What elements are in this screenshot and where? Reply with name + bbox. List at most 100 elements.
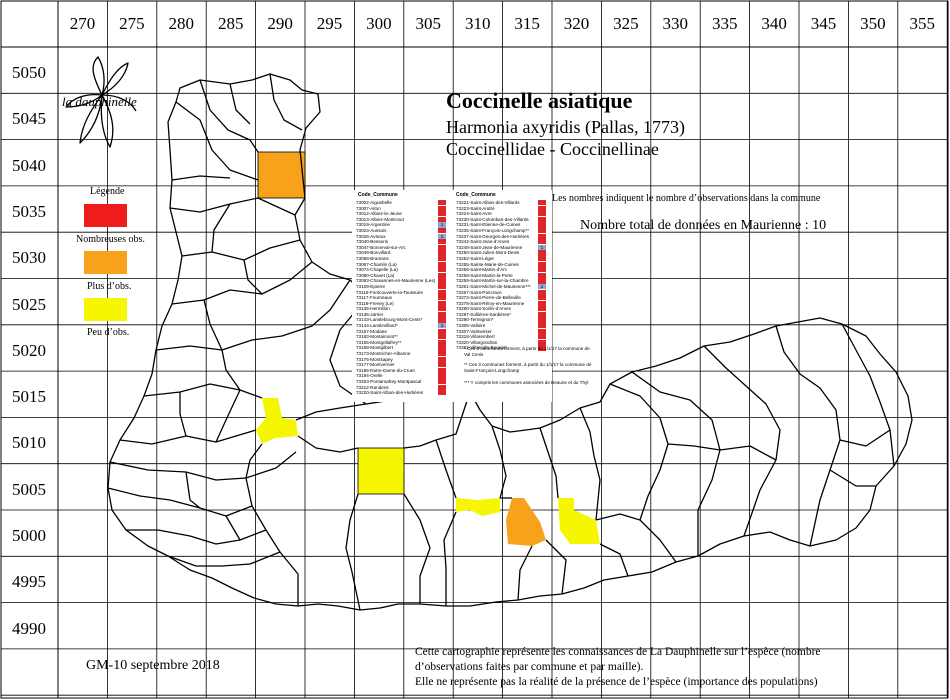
commune-name: 73252-Saint-Léger — [456, 255, 495, 261]
observation-count — [438, 379, 446, 385]
observation-count — [538, 216, 546, 222]
y-label: 5025 — [12, 294, 46, 314]
table-row: 73230-Saint-Colomban-des-Villards — [456, 216, 552, 223]
commune-name: 73290-Termignon* — [456, 317, 494, 323]
table-row: 73083-Chavannes-en-Maurienne (Les) — [356, 278, 452, 284]
commune-name: 73168-Montgilbert — [356, 345, 394, 351]
table-row: 73235-Saint-François-Longchamp** — [456, 227, 552, 234]
table-row: 73177-Montvernier — [356, 362, 452, 368]
observation-count — [438, 311, 446, 318]
square-yellow-5005a — [456, 498, 500, 516]
x-label: 325 — [613, 14, 639, 33]
table-row: 73250-Saint-Julien-Mont-Denis — [456, 250, 552, 256]
observation-count — [438, 384, 446, 390]
commune-name: 73049-Bonvillard — [356, 250, 391, 256]
commune-name: 73175-Montsapey — [356, 356, 393, 362]
table-row: 73221-Saint-Alban-des-Villards — [456, 200, 552, 206]
table-row: 73212-Randens — [356, 384, 452, 391]
map-title: Coccinelle asiatique — [446, 88, 633, 113]
y-label: 5005 — [12, 479, 46, 499]
table-row: 73012-Albiez-le-Jeune — [356, 211, 452, 217]
table-row: 73223-Saint-André — [456, 205, 552, 212]
commune-name: 73256-Saint-Martin-d’Arc — [456, 267, 508, 273]
commune-name: 73237-Saint-Georges-des-Hurtières — [456, 233, 530, 239]
commune-name: 73259-Saint-Martin-sur-la-Chambre — [456, 278, 529, 284]
observation-count — [538, 267, 546, 273]
observation-count — [538, 339, 546, 346]
observation-count — [538, 255, 546, 262]
dauphinelle-logo — [65, 56, 137, 148]
x-label: 285 — [217, 14, 244, 33]
table-row: 73023-Aussois — [356, 227, 452, 234]
commune-name: 73047-Bonneval-sur-Arc — [356, 244, 406, 250]
observation-count: 1 — [438, 323, 446, 329]
table-header-left: Code_Commune — [358, 192, 398, 198]
observation-count — [438, 272, 446, 278]
commune-name: 73026-Avrieux — [356, 233, 386, 239]
commune-name: 73261-Saint-Michel-de-Maurienne*** — [456, 283, 531, 289]
observation-count: 1 — [438, 233, 446, 239]
table-row: 73019-Argentine 1 — [356, 222, 452, 228]
x-label: 355 — [909, 14, 936, 33]
commune-name: 73165-Montgellafrey** — [356, 339, 402, 345]
table-row: 73163-Montaimont** — [356, 334, 452, 340]
commune-name: 73074-Chapelle (La) — [356, 267, 398, 273]
commune-name: 73255-Sainte-Marie-de-Cuines — [456, 261, 519, 267]
observation-count — [438, 328, 446, 334]
commune-name: 73221-Saint-Alban-des-Villards — [456, 200, 520, 205]
square-orange-5040 — [258, 152, 305, 198]
x-label: 310 — [464, 14, 491, 33]
table-row: 73067-Chamlin (La) — [356, 261, 452, 268]
commune-name: 73258-Saint-Martin-la-Porte — [456, 272, 513, 278]
table-row: 73318-Villarembert — [456, 334, 552, 340]
y-label: 5030 — [12, 248, 46, 268]
observation-count — [438, 283, 446, 290]
observation-count — [438, 267, 446, 273]
y-label: 4995 — [12, 572, 46, 592]
observation-count — [538, 278, 546, 284]
x-label: 290 — [267, 14, 293, 33]
commune-name: 73116-Fontcouverte-la-Toussuire — [356, 289, 424, 295]
commune-name: 73040-Bessans — [356, 239, 388, 245]
table-row: 73144-Lanslevillard* 1 — [356, 323, 452, 329]
commune-name: 73109-Epierre — [356, 283, 386, 289]
table-row: 73307-Valmeinier — [456, 328, 552, 335]
table-row: 73026-Avrieux 1 — [356, 233, 452, 240]
commune-name: 73278-Saint-Rémy-en-Maurienne — [456, 300, 525, 306]
table-footnote-2: ** Ces 3 communes forment, à partir du 1… — [464, 362, 592, 373]
x-label: 275 — [119, 14, 145, 33]
table-row: 73116-Fontcouverte-la-Toussuire — [356, 289, 452, 296]
y-label: 5000 — [12, 526, 46, 545]
table-row: 73267-Saint-Pancrace — [456, 289, 552, 296]
observation-count: 1 — [538, 244, 546, 250]
square-yellow-5015 — [256, 398, 298, 444]
table-row: 73258-Saint-Martin-la-Porte — [456, 272, 552, 279]
y-label: 5040 — [12, 155, 46, 175]
observation-count — [538, 328, 546, 334]
observation-count — [438, 345, 446, 351]
commune-name: 73272-Saint-Pierre-de-Belleville — [456, 295, 521, 301]
commune-name: 73223-Saint-André — [456, 205, 495, 211]
commune-name: 73173-Montricher-Albanne — [356, 351, 411, 357]
x-label: 350 — [860, 14, 886, 33]
table-row: 73074-Chapelle (La) — [356, 267, 452, 273]
table-header-right: Code_Commune — [456, 192, 496, 198]
disclaimer-line-1: Cette cartographie représente les connai… — [415, 646, 821, 658]
commune-name: 73002-Aiguebelle — [356, 200, 392, 205]
observation-count — [538, 345, 546, 351]
observation-count — [538, 261, 546, 267]
table-row: 73272-Saint-Pierre-de-Belleville — [456, 295, 552, 301]
table-row: 73287-Sollières-Sardières* — [456, 311, 552, 318]
commune-name: 73019-Argentine — [356, 222, 390, 228]
x-label: 320 — [563, 14, 590, 33]
commune-name: 73163-Montaimont** — [356, 334, 398, 340]
square-yellow-5010 — [358, 448, 404, 494]
commune-name: 73119-Freney (Le) — [356, 300, 394, 306]
observation-count — [438, 255, 446, 262]
observation-count — [538, 227, 546, 234]
commune-name: 73083-Chavannes-en-Maurienne (Les) — [356, 278, 436, 284]
commune-name: 73203-Pontamafrey-Montpascal — [356, 379, 422, 384]
observation-count — [438, 300, 446, 306]
observation-count — [538, 334, 546, 340]
